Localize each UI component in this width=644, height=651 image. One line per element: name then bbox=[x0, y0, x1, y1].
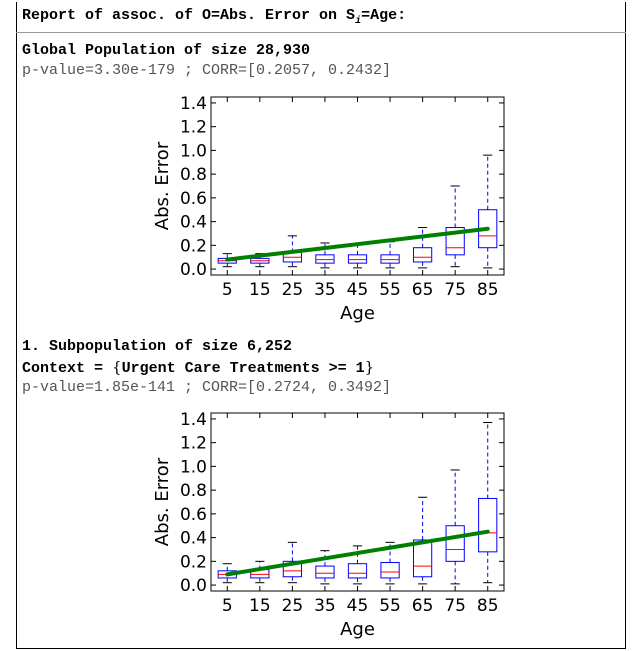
chart1-box bbox=[412, 539, 433, 578]
chart0-box bbox=[445, 227, 465, 256]
chart1-box bbox=[478, 497, 498, 553]
chart0-xtick-label: 5 bbox=[222, 280, 233, 300]
sub1-stats: p-value=1.85e-141 ; CORR=[0.2724, 0.3492… bbox=[22, 379, 392, 396]
chart0-xtick-label: 15 bbox=[249, 280, 271, 300]
chart1-ytick-label: 0.4 bbox=[180, 529, 207, 549]
chart1-ytick-label: 0.6 bbox=[180, 505, 207, 525]
chart1-ylabel: Abs. Error bbox=[152, 457, 173, 546]
chart0-ytick-label: 0.6 bbox=[180, 189, 207, 209]
chart1-box bbox=[445, 525, 465, 562]
chart1-ytick-label: 0.0 bbox=[180, 576, 207, 596]
chart0-ytick-label: 0.8 bbox=[180, 165, 207, 185]
chart0-xtick-label: 45 bbox=[347, 280, 369, 300]
chart0-plot-area bbox=[210, 96, 505, 276]
chart1-xtick-label: 55 bbox=[379, 596, 401, 616]
chart0-box bbox=[380, 254, 400, 264]
chart1-xtick-label: 65 bbox=[412, 596, 434, 616]
chart0-trend-line bbox=[225, 226, 490, 262]
chart0-box bbox=[412, 247, 433, 263]
chart1-xlabel: Age bbox=[340, 619, 375, 640]
chart1-ytick-label: 0.2 bbox=[180, 552, 207, 572]
chart0-xtick-label: 35 bbox=[314, 280, 336, 300]
sub1-title: 1. Subpopulation of size 6,252 bbox=[22, 338, 293, 355]
chart1-xtick-label: 5 bbox=[222, 596, 233, 616]
chart0-ytick-label: 1.4 bbox=[180, 94, 207, 114]
report-title: Report of assoc. of O=Abs. Error on Si=A… bbox=[22, 7, 407, 27]
chart0-ytick-label: 0.2 bbox=[180, 236, 207, 256]
chart0-box bbox=[347, 254, 368, 264]
report-frame bbox=[16, 2, 626, 649]
chart0-xtick-label: 85 bbox=[477, 280, 499, 300]
chart1-xtick-label: 25 bbox=[282, 596, 304, 616]
chart0-ylabel: Abs. Error bbox=[152, 141, 173, 230]
chart1-ytick-label: 1.2 bbox=[180, 434, 207, 454]
chart0-xtick-label: 25 bbox=[282, 280, 304, 300]
chart0-xlabel: Age bbox=[340, 303, 375, 324]
chart1-box bbox=[347, 563, 368, 579]
global-title: Global Population of size 28,930 bbox=[22, 42, 311, 59]
chart1-xtick-label: 15 bbox=[249, 596, 271, 616]
chart1-ytick-label: 1.4 bbox=[180, 410, 207, 430]
chart1-xtick-label: 75 bbox=[444, 596, 466, 616]
chart1-ytick-label: 0.8 bbox=[180, 481, 207, 501]
sub1-context: Context = {Urgent Care Treatments >= 1} bbox=[22, 358, 375, 377]
sub1-boxplot: 0.0 0.2 0.4 0.6 0.8 1.0 1.2 1.4 5 15 25 35 45 55 65 75 8… bbox=[152, 410, 505, 640]
chart1-xtick-label: 85 bbox=[477, 596, 499, 616]
chart1-plot-area bbox=[210, 412, 505, 592]
title-divider bbox=[16, 32, 626, 33]
chart1-xtick-label: 35 bbox=[314, 596, 336, 616]
chart0-ytick-label: 0.0 bbox=[180, 260, 207, 280]
chart1-xtick-label: 45 bbox=[347, 596, 369, 616]
chart0-xtick-label: 65 bbox=[412, 280, 434, 300]
chart0-ytick-label: 1.2 bbox=[180, 118, 207, 138]
chart1-box bbox=[315, 565, 335, 579]
chart1-ytick-label: 1.0 bbox=[180, 457, 207, 477]
chart0-box bbox=[315, 254, 335, 264]
global-boxplot: 0.0 0.2 0.4 0.6 0.8 1.0 1.2 1.4 5 15 25 35 45 55 65 75 8… bbox=[152, 94, 505, 324]
chart0-xtick-label: 55 bbox=[379, 280, 401, 300]
global-stats: p-value=3.30e-179 ; CORR=[0.2057, 0.2432… bbox=[22, 62, 392, 79]
chart0-ytick-label: 1.0 bbox=[180, 141, 207, 161]
chart1-trend-line bbox=[225, 529, 490, 577]
chart1-box bbox=[380, 562, 400, 579]
chart0-ytick-label: 0.4 bbox=[180, 213, 207, 233]
chart0-xtick-label: 75 bbox=[444, 280, 466, 300]
chart1-box bbox=[282, 560, 303, 578]
